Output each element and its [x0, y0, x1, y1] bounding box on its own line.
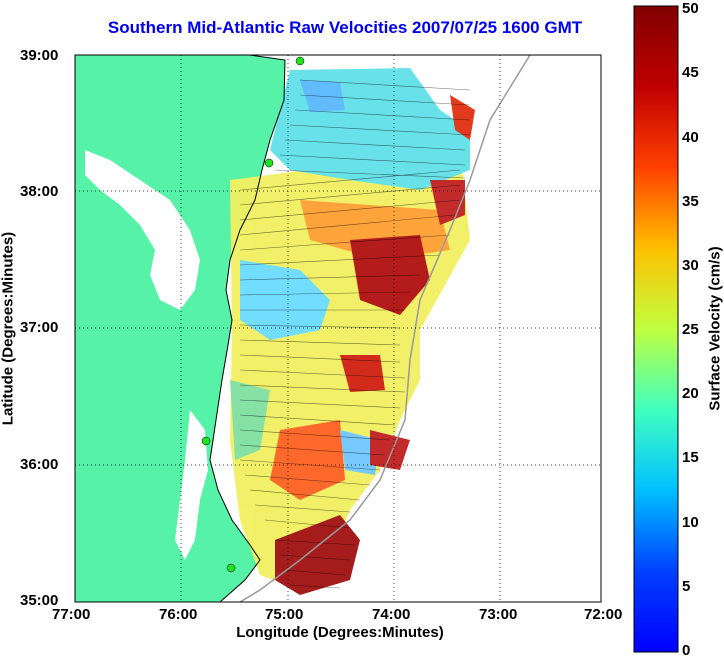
x-tick-74: 74:00: [372, 606, 411, 623]
shelf-contour: [239, 55, 531, 602]
cb-tick-10: 10: [682, 514, 699, 531]
cb-tick-40: 40: [682, 129, 699, 146]
station-marker: [295, 56, 305, 66]
cb-tick-20: 20: [682, 385, 699, 402]
cb-tick-30: 30: [682, 257, 699, 274]
colorbar: [633, 5, 679, 653]
chesapeake-bay: [85, 150, 200, 310]
x-tick-75: 75:00: [265, 606, 304, 623]
station-marker: [264, 158, 274, 168]
cb-tick-0: 0: [682, 642, 691, 659]
x-tick-73: 73:00: [479, 606, 518, 623]
sound: [175, 410, 208, 560]
velocity-field: [230, 68, 475, 595]
cb-tick-5: 5: [682, 578, 691, 595]
cb-tick-35: 35: [682, 193, 699, 210]
velocity-vectors: [239, 79, 471, 589]
cb-tick-50: 50: [682, 0, 699, 17]
x-tick-77: 77:00: [52, 606, 91, 623]
cb-tick-45: 45: [682, 64, 699, 81]
cb-tick-15: 15: [682, 449, 699, 466]
x-tick-72: 72:00: [584, 606, 623, 623]
station-marker: [226, 563, 236, 573]
cb-tick-25: 25: [682, 321, 699, 338]
plot-frame: [74, 54, 602, 603]
y-tick-37: 37:00: [20, 319, 59, 336]
y-tick-39: 39:00: [20, 47, 59, 64]
station-marker: [201, 436, 211, 446]
x-axis-label: Longitude (Degrees:Minutes): [236, 624, 444, 641]
y-tick-35: 35:00: [20, 592, 59, 609]
y-tick-38: 38:00: [20, 183, 59, 200]
map-title: Southern Mid-Atlantic Raw Velocities 200…: [107, 18, 583, 37]
x-tick-76: 76:00: [159, 606, 198, 623]
y-tick-36: 36:00: [20, 456, 59, 473]
